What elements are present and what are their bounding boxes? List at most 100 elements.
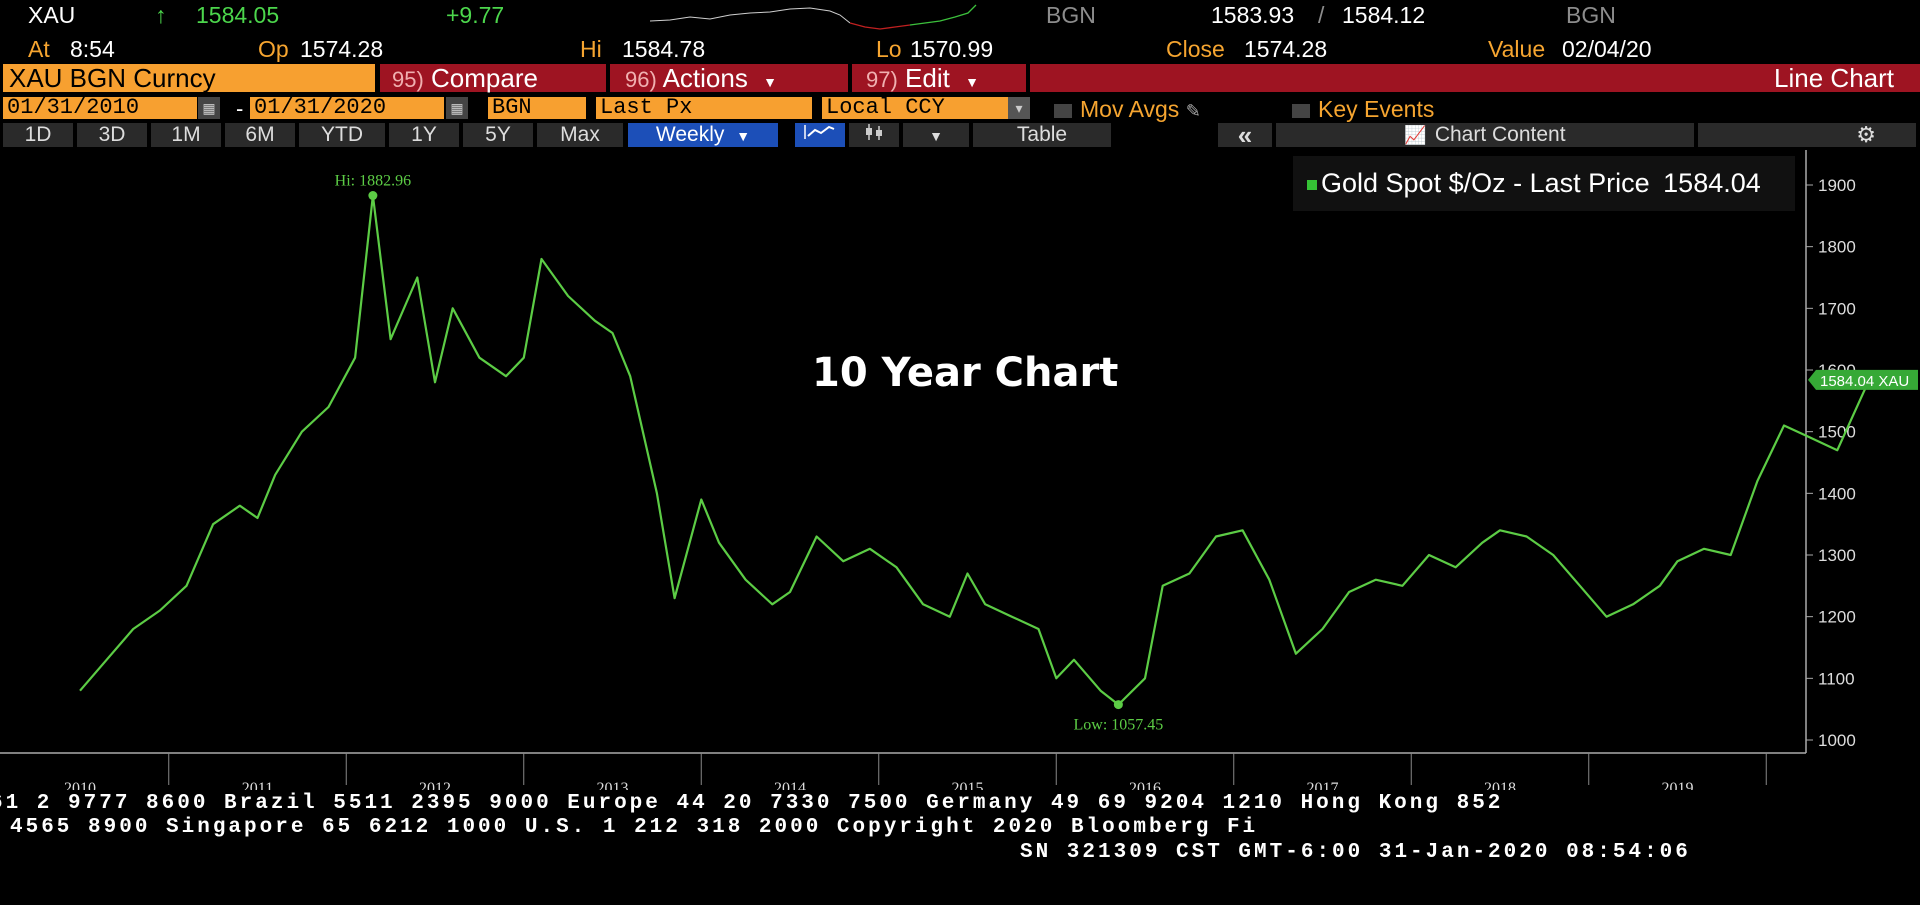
security-field[interactable]: XAU BGN Curncy <box>3 64 375 92</box>
period-1d-button[interactable]: 1D <box>3 123 73 147</box>
period-1m-button[interactable]: 1M <box>151 123 221 147</box>
chevron-down-icon[interactable]: ▼ <box>903 123 969 147</box>
y-tick-label: 1400 <box>1818 484 1856 503</box>
ticker-symbol: XAU <box>28 2 76 28</box>
source-input[interactable]: BGN <box>488 97 586 119</box>
mov-avgs-label: Mov Avgs <box>1080 96 1180 122</box>
chart-title: 10 Year Chart <box>812 350 1119 396</box>
edit-number: 97) <box>866 67 898 92</box>
end-date-input[interactable]: 01/31/2020 <box>250 97 444 119</box>
period-max-button[interactable]: Max <box>537 123 623 147</box>
open-value: 1574.28 <box>300 36 384 62</box>
period-3d-button[interactable]: 3D <box>77 123 147 147</box>
x-tick-label: 2013 <box>597 780 629 790</box>
key-events-label: Key Events <box>1318 96 1435 122</box>
bid-source: BGN <box>1046 2 1096 28</box>
mov-avgs-toggle[interactable]: Mov Avgs ✎ <box>1054 96 1201 123</box>
actions-menu[interactable]: 96) Actions ▼ <box>610 64 848 92</box>
price-tag <box>1808 369 1918 390</box>
chart-content-button[interactable]: 📈 Chart Content <box>1276 123 1694 147</box>
legend-label: Gold Spot $/Oz - Last Price <box>1321 168 1650 198</box>
low-annotation: Low: 1057.45 <box>1073 717 1163 734</box>
calendar-icon[interactable]: ▦ <box>446 97 468 119</box>
y-tick-label: 1100 <box>1818 669 1855 688</box>
chevron-down-icon: ▼ <box>763 74 777 90</box>
y-tick-label: 1700 <box>1818 299 1856 318</box>
price-line <box>79 194 1871 706</box>
line-chart-icon[interactable] <box>795 123 845 147</box>
high-value: 1584.78 <box>622 36 706 62</box>
collapse-panel-button[interactable]: « <box>1218 120 1272 150</box>
plot-area: 1000110012001300140015001600170018001900… <box>0 150 1918 790</box>
compare-number: 95) <box>392 67 424 92</box>
security-name: XAU BGN Curncy <box>9 63 216 93</box>
start-date-input[interactable]: 01/31/2010 <box>3 97 197 119</box>
currency-select[interactable]: Local CCY <box>822 97 1018 119</box>
frequency-select[interactable]: Weekly ▼ <box>628 123 778 147</box>
chevron-down-icon: ▼ <box>736 128 751 144</box>
up-arrow-icon: ↑ <box>155 2 167 28</box>
compare-label: Compare <box>431 63 538 93</box>
ask-source: BGN <box>1566 2 1616 28</box>
candlestick-icon[interactable] <box>849 123 899 147</box>
calendar-icon[interactable]: ▦ <box>198 97 220 119</box>
series-color-swatch <box>1307 179 1317 190</box>
chevron-down-icon[interactable]: ▾ <box>1008 97 1030 119</box>
chart-type-bar: Line Chart <box>1030 64 1920 92</box>
checkbox-icon <box>1292 103 1310 118</box>
high-marker <box>368 191 378 201</box>
high-annotation: Hi: 1882.96 <box>335 173 411 190</box>
period-5y-button[interactable]: 5Y <box>463 123 533 147</box>
collapse-icon: « <box>1237 120 1253 150</box>
bid-price: 1583.93 <box>1211 2 1295 28</box>
y-tick-label: 1000 <box>1818 731 1856 750</box>
x-tick-label: 2017 <box>1307 780 1339 790</box>
value-date: 02/04/20 <box>1562 36 1652 62</box>
price-tag-label: 1584.04 XAU <box>1820 373 1909 390</box>
compare-button[interactable]: 95) Compare <box>380 64 606 92</box>
table-button[interactable]: Table <box>973 123 1111 147</box>
close-value: 1574.28 <box>1244 36 1328 62</box>
time-value: 8:54 <box>70 36 115 62</box>
x-tick-label: 2018 <box>1484 780 1516 790</box>
x-tick-label: 2012 <box>419 780 451 790</box>
actions-label: Actions <box>662 63 748 93</box>
low-marker <box>1113 700 1123 710</box>
price-change: +9.77 <box>446 2 505 28</box>
period-1y-button[interactable]: 1Y <box>389 123 459 147</box>
high-label: Hi <box>580 36 602 62</box>
low-value: 1570.99 <box>910 36 994 62</box>
intraday-sparkline <box>650 4 977 30</box>
time-label: At <box>28 36 50 62</box>
ask-price: 1584.12 <box>1342 2 1426 28</box>
chart-legend: Gold Spot $/Oz - Last Price 1584.04 <box>1293 156 1795 211</box>
edit-label: Edit <box>905 63 950 93</box>
divider <box>1115 123 1125 147</box>
chart-content-icon: 📈 <box>1404 125 1427 145</box>
frequency-label: Weekly <box>655 123 725 146</box>
x-tick-label: 2011 <box>242 780 273 790</box>
settings-gear-icon[interactable]: ⚙ <box>1698 123 1916 147</box>
y-tick-label: 1800 <box>1818 238 1856 257</box>
checkbox-icon <box>1054 103 1072 118</box>
period-toolbar: 1D 3D 1M 6M YTD 1Y 5Y Max Weekly ▼ ▼ Tab… <box>0 120 1920 150</box>
price-chart: 1000110012001300140015001600170018001900… <box>0 150 1918 790</box>
field-input[interactable]: Last Px <box>596 97 812 119</box>
x-tick-label: 2014 <box>774 780 806 790</box>
pencil-icon: ✎ <box>1185 101 1201 121</box>
x-tick-label: 2016 <box>1129 780 1161 790</box>
actions-number: 96) <box>625 67 657 92</box>
chevron-down-icon: ▼ <box>965 74 979 90</box>
date-range-dash: - <box>236 96 244 121</box>
period-6m-button[interactable]: 6M <box>225 123 295 147</box>
open-label: Op <box>258 36 289 62</box>
chart-type-label: Line Chart <box>1774 63 1894 93</box>
low-label: Lo <box>876 36 902 62</box>
chart-content-label: Chart Content <box>1434 123 1566 146</box>
x-tick-label: 2019 <box>1662 780 1694 790</box>
key-events-toggle[interactable]: Key Events <box>1292 96 1434 123</box>
period-ytd-button[interactable]: YTD <box>299 123 385 147</box>
footer-contacts-line2: 4565 8900 Singapore 65 6212 1000 U.S. 1 … <box>10 816 1259 839</box>
edit-menu[interactable]: 97) Edit ▼ <box>852 64 1026 92</box>
y-tick-label: 1300 <box>1818 546 1856 565</box>
